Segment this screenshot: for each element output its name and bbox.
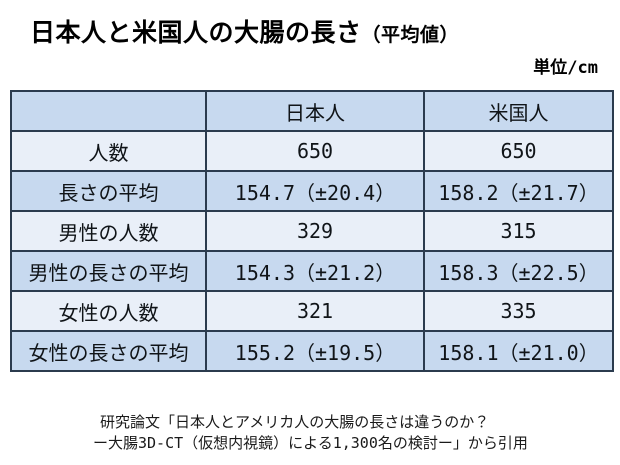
cell-japanese: 154.3（±21.2） [205,250,425,292]
comparison-table: 日本人 米国人 人数 650 650 長さの平均 154.7（±20.4） 15… [10,90,614,372]
table-row: 男性の人数 329 315 [10,210,614,252]
table-header-row: 日本人 米国人 [10,90,614,132]
cell-american: 650 [423,130,614,172]
cell-american: 158.1（±21.0） [423,330,614,372]
cell-japanese: 154.7（±20.4） [205,170,425,212]
header-cell-american: 米国人 [423,90,614,132]
row-label: 人数 [10,130,207,172]
page-title-main: 日本人と米国人の大腸の長さ [30,18,362,47]
source-citation-line2: ー大腸3D-CT（仮想内視鏡）による1,300名の検討ー」から引用 [93,434,528,452]
cell-japanese: 155.2（±19.5） [205,330,425,372]
table-row: 女性の長さの平均 155.2（±19.5） 158.1（±21.0） [10,330,614,372]
table-row: 男性の長さの平均 154.3（±21.2） 158.3（±22.5） [10,250,614,292]
table-row: 女性の人数 321 335 [10,290,614,332]
table-row: 人数 650 650 [10,130,614,172]
header-cell-empty [10,90,207,132]
row-label: 女性の長さの平均 [10,330,207,372]
page-title: 日本人と米国人の大腸の長さ（平均値） [30,13,459,49]
row-label: 長さの平均 [10,170,207,212]
cell-japanese: 321 [205,290,425,332]
header-cell-japanese: 日本人 [205,90,425,132]
row-label: 男性の人数 [10,210,207,252]
cell-american: 158.3（±22.5） [423,250,614,292]
cell-american: 158.2（±21.7） [423,170,614,212]
cell-american: 315 [423,210,614,252]
source-citation-line1: 研究論文「日本人とアメリカ人の大腸の長さは違うのか？ [100,413,490,431]
table-row: 長さの平均 154.7（±20.4） 158.2（±21.7） [10,170,614,212]
row-label: 男性の長さの平均 [10,250,207,292]
cell-japanese: 650 [205,130,425,172]
cell-american: 335 [423,290,614,332]
page-title-suffix: （平均値） [361,24,460,46]
cell-japanese: 329 [205,210,425,252]
source-citation: 研究論文「日本人とアメリカ人の大腸の長さは違うのか？ ー大腸3D-CT（仮想内視… [93,412,528,454]
unit-label: 単位/cm [533,58,598,78]
row-label: 女性の人数 [10,290,207,332]
